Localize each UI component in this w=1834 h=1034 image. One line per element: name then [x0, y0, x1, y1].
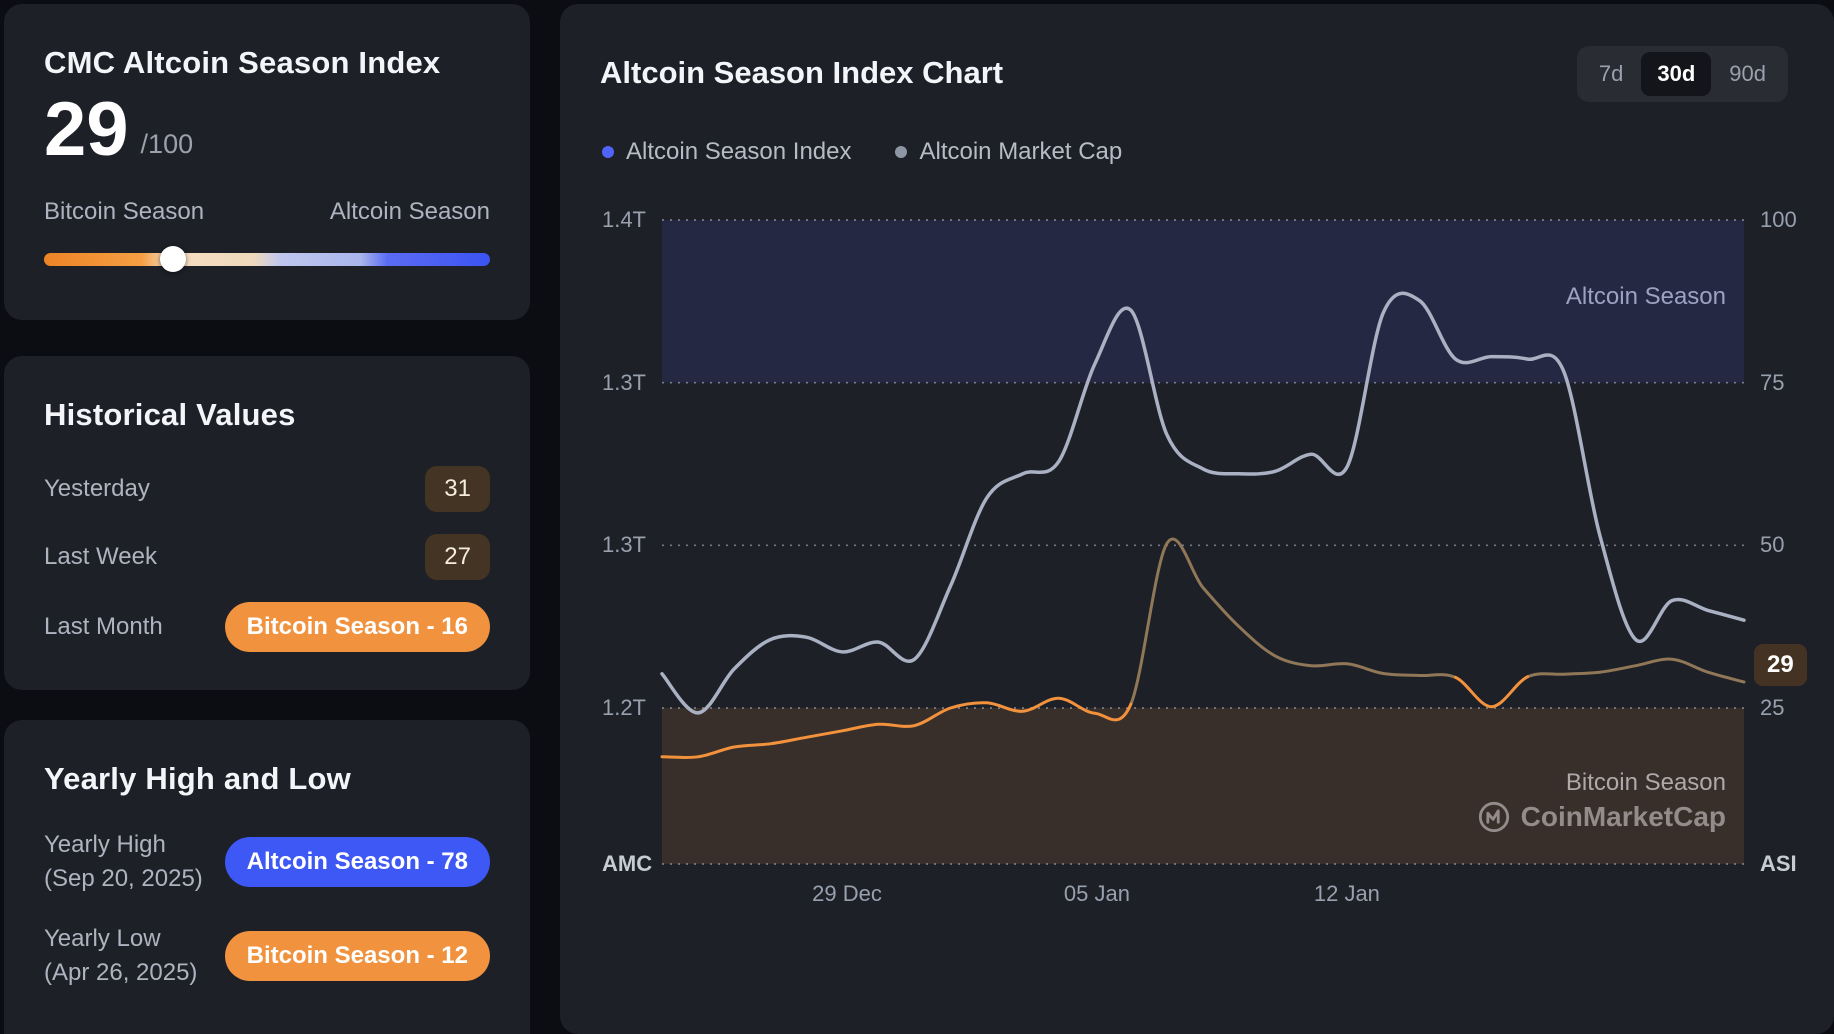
legend-label: Altcoin Season Index: [626, 138, 852, 165]
x-axis-tick: 29 Dec: [812, 881, 882, 906]
bitcoin-season-badge: Bitcoin Season - 16: [224, 602, 490, 652]
yearly-low-label: Yearly Low (Apr 26, 2025): [44, 922, 197, 990]
chart-plot-area: 1.4T 1.3T 1.3T 1.2T 100 75 50 25 AMC ASI 29 Dec 05 …: [560, 4, 1834, 1034]
right-axis-tick: 100: [1760, 207, 1797, 232]
value-badge: 31: [425, 466, 490, 512]
bitcoin-season-label: Bitcoin Season: [44, 198, 205, 225]
altcoin-season-chart-card: Altcoin Season Index Chart 7d 30d 90d Altc…: [560, 4, 1834, 1034]
chart-legend: Altcoin Season Index Altcoin Market Cap: [602, 138, 1122, 166]
range-button-7d[interactable]: 7d: [1583, 52, 1639, 96]
right-axis-tick: 75: [1760, 369, 1785, 395]
row-label: Yearly Low: [44, 925, 161, 952]
row-sublabel: (Sep 20, 2025): [44, 865, 203, 892]
range-button-90d[interactable]: 90d: [1713, 52, 1782, 96]
historical-values-card: Historical Values Yesterday 31 Last Week…: [4, 356, 530, 690]
historical-row-last-month: Last Month Bitcoin Season - 16: [44, 602, 490, 652]
left-axis-tick: 1.4T: [601, 207, 646, 232]
legend-dot-icon: [895, 146, 908, 158]
yearly-high-low-card: Yearly High and Low Yearly High (Sep 20,…: [4, 720, 530, 1034]
season-scale-labels: Bitcoin Season Altcoin Season: [44, 198, 490, 226]
range-button-30d[interactable]: 30d: [1641, 52, 1712, 96]
watermark-text: CoinMarketCap: [1521, 800, 1726, 834]
left-axis-tick: 1.3T: [601, 532, 646, 558]
index-card-title: CMC Altcoin Season Index: [44, 45, 441, 80]
index-value-row: 29 /100: [44, 92, 490, 168]
range-toggle: 7d 30d 90d: [1576, 46, 1788, 102]
current-index-badge: 29: [1754, 643, 1807, 686]
index-denominator: /100: [140, 129, 194, 159]
index-summary-card: CMC Altcoin Season Index 29 /100 Bitcoin…: [4, 4, 530, 320]
coinmarketcap-logo-icon: [1478, 801, 1509, 833]
row-sublabel: (Apr 26, 2025): [44, 959, 198, 986]
row-label: Yearly High: [44, 831, 166, 858]
yearly-high-label: Yearly High (Sep 20, 2025): [44, 828, 203, 896]
right-axis-tick: 50: [1760, 532, 1785, 558]
left-axis-tick: 1.3T: [601, 369, 646, 395]
historical-card-title: Historical Values: [44, 397, 296, 432]
row-label: Yesterday: [44, 475, 150, 502]
legend-dot-icon: [602, 146, 614, 158]
historical-row-yesterday: Yesterday 31: [44, 466, 490, 512]
index-value: 29: [44, 87, 129, 172]
season-index-slider: [44, 246, 490, 272]
legend-item-market-cap[interactable]: Altcoin Market Cap: [895, 138, 1122, 166]
yearly-high-row: Yearly High (Sep 20, 2025) Altcoin Seaso…: [44, 828, 490, 896]
left-axis-name: AMC: [602, 851, 653, 876]
right-axis-tick: 25: [1760, 695, 1785, 720]
bitcoin-season-zone-label: Bitcoin Season: [1566, 768, 1726, 798]
season-index-chart-plot: [660, 219, 1746, 865]
season-index-slider-thumb: [160, 246, 187, 272]
chart-title: Altcoin Season Index Chart: [600, 55, 1004, 90]
coinmarketcap-watermark: CoinMarketCap: [1477, 800, 1726, 834]
yearly-low-row: Yearly Low (Apr 26, 2025) Bitcoin Season…: [44, 922, 490, 990]
x-axis-tick: 05 Jan: [1063, 881, 1130, 906]
row-label: Last Week: [44, 543, 157, 570]
altcoin-season-zone-label: Altcoin Season: [1566, 282, 1726, 312]
right-axis-name: ASI: [1760, 851, 1797, 876]
altcoin-season-badge: Altcoin Season - 78: [224, 837, 490, 887]
value-badge: 27: [425, 534, 490, 580]
legend-item-season-index[interactable]: Altcoin Season Index: [602, 138, 851, 166]
altcoin-season-label: Altcoin Season: [329, 198, 490, 225]
historical-row-last-week: Last Week 27: [44, 534, 490, 580]
yearly-card-title: Yearly High and Low: [44, 761, 351, 796]
left-axis-tick: 1.2T: [601, 695, 646, 720]
x-axis-tick: 12 Jan: [1313, 881, 1380, 906]
legend-label: Altcoin Market Cap: [919, 138, 1123, 165]
bitcoin-season-badge: Bitcoin Season - 12: [224, 931, 490, 981]
row-label: Last Month: [44, 613, 163, 640]
left-column: CMC Altcoin Season Index 29 /100 Bitcoin…: [4, 4, 530, 1034]
season-index-slider-track: [44, 253, 490, 266]
